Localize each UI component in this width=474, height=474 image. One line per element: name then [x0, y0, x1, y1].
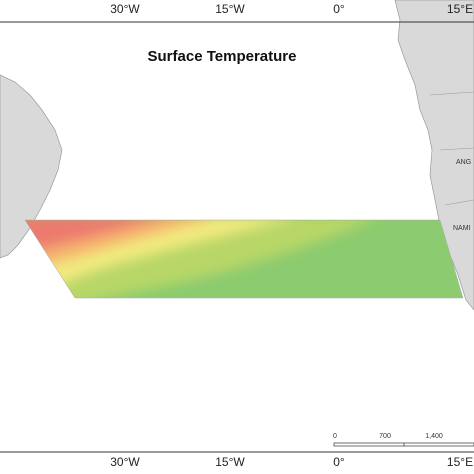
- borders: [429, 91, 474, 206]
- land-south-america: [0, 74, 63, 259]
- map-title: Surface Temperature: [148, 48, 297, 65]
- longitude-label: 15°W: [215, 455, 245, 469]
- scale-label: 700: [379, 433, 391, 440]
- scale-label: 0: [333, 433, 337, 440]
- longitude-label: 15°W: [215, 2, 245, 16]
- longitude-label: 30°W: [110, 455, 140, 469]
- longitude-label: 15°E: [447, 2, 473, 16]
- longitude-label: 30°W: [110, 2, 140, 16]
- longitude-label: 0°: [333, 455, 345, 469]
- country-label: NAMI: [453, 225, 471, 232]
- zone-outline: [24, 219, 464, 299]
- temperature-field: [25, 220, 463, 298]
- longitude-label: 15°E: [447, 455, 473, 469]
- scale-label: 1,400: [425, 433, 443, 440]
- country-label: ANG: [456, 159, 471, 166]
- longitude-label: 0°: [333, 2, 345, 16]
- land-africa: [394, 0, 474, 311]
